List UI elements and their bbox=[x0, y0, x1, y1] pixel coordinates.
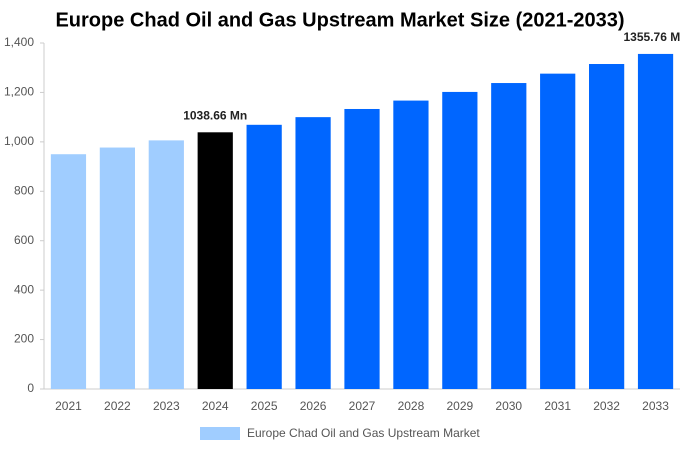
y-tick-label: 800 bbox=[14, 183, 34, 197]
bar bbox=[442, 91, 478, 389]
chart-title: Europe Chad Oil and Gas Upstream Market … bbox=[55, 9, 624, 31]
bar bbox=[540, 73, 576, 389]
x-tick-label: 2023 bbox=[153, 399, 180, 413]
x-tick-label: 2033 bbox=[642, 399, 669, 413]
legend-label: Europe Chad Oil and Gas Upstream Market bbox=[247, 426, 480, 440]
x-tick-label: 2021 bbox=[55, 399, 82, 413]
bar bbox=[491, 83, 527, 389]
y-tick-label: 200 bbox=[14, 332, 34, 346]
bar bbox=[393, 100, 429, 389]
bar bbox=[197, 132, 233, 389]
x-tick-label: 2024 bbox=[202, 399, 229, 413]
value-label: 1038.66 Mn bbox=[183, 108, 247, 122]
bar bbox=[344, 108, 380, 389]
bar bbox=[50, 154, 87, 389]
y-tick-label: 600 bbox=[14, 233, 34, 247]
x-tick-label: 2025 bbox=[251, 399, 278, 413]
value-label: 1355.76 Mn bbox=[624, 30, 680, 44]
bar bbox=[246, 124, 282, 389]
bar bbox=[99, 147, 135, 389]
bar bbox=[589, 64, 625, 389]
x-tick-label: 2026 bbox=[300, 399, 327, 413]
x-tick-label: 2028 bbox=[398, 399, 425, 413]
y-tick-label: 0 bbox=[27, 381, 34, 395]
legend-swatch bbox=[200, 427, 240, 440]
bar bbox=[295, 117, 331, 390]
x-tick-label: 2029 bbox=[446, 399, 473, 413]
y-tick-label: 1,400 bbox=[4, 35, 34, 49]
x-tick-label: 2027 bbox=[349, 399, 376, 413]
y-tick-label: 400 bbox=[14, 282, 34, 296]
x-tick-label: 2022 bbox=[104, 399, 131, 413]
x-tick-label: 2030 bbox=[495, 399, 522, 413]
x-tick-label: 2032 bbox=[593, 399, 620, 413]
bar bbox=[637, 53, 674, 390]
x-tick-label: 2031 bbox=[544, 399, 571, 413]
y-tick-label: 1,200 bbox=[4, 85, 34, 99]
y-tick-label: 1,000 bbox=[4, 134, 34, 148]
bar bbox=[148, 140, 184, 389]
